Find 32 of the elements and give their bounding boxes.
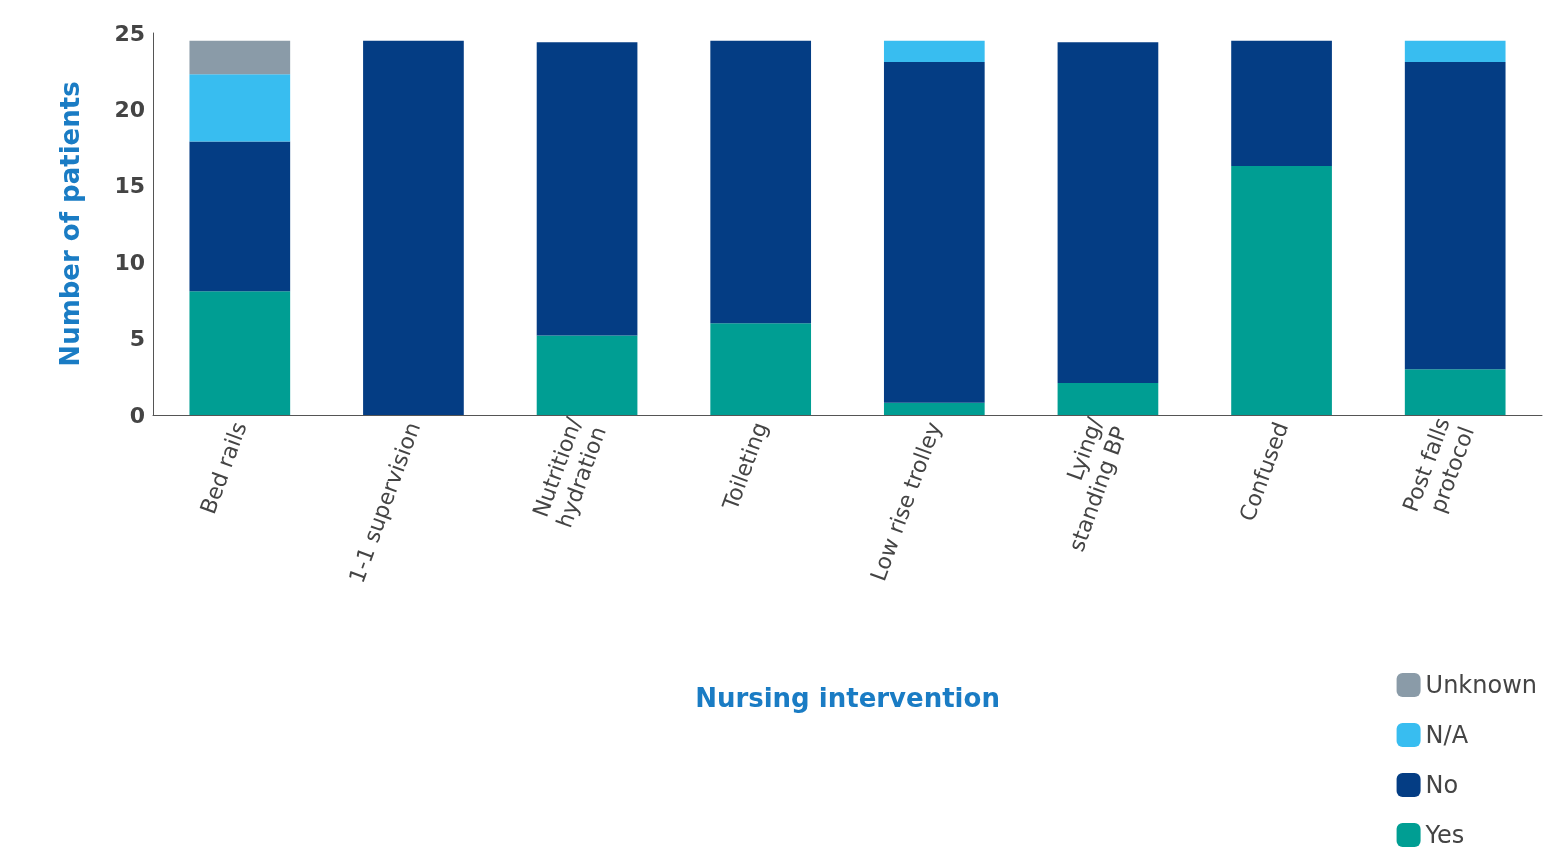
- y-axis-title: Number of patients: [55, 81, 85, 367]
- bar: [710, 40, 812, 324]
- bar: [883, 402, 985, 415]
- x-tick-label: Bed rails: [195, 418, 252, 518]
- bar: [883, 62, 985, 403]
- bar: [536, 335, 638, 415]
- bar: [189, 40, 291, 75]
- bar: [1404, 40, 1506, 63]
- legend-label: Yes: [1424, 821, 1465, 849]
- y-tick-label: 20: [114, 96, 145, 122]
- bar: [536, 42, 638, 336]
- bar: [1057, 42, 1159, 383]
- bar: [189, 291, 291, 415]
- bar: [1231, 40, 1332, 166]
- bar: [1404, 62, 1506, 370]
- y-tick-label: 5: [129, 326, 145, 352]
- bar: [189, 141, 291, 292]
- bar: [883, 40, 985, 63]
- x-axis-title: Nursing intervention: [695, 683, 1000, 713]
- y-tick-label: 0: [129, 402, 145, 428]
- legend-label: Unknown: [1425, 671, 1538, 699]
- bar: [1231, 165, 1332, 415]
- bar: [710, 323, 812, 415]
- legend-label: No: [1425, 771, 1459, 799]
- y-tick-label: 10: [114, 249, 145, 275]
- legend-label: N/A: [1425, 721, 1469, 749]
- y-tick-label: 15: [114, 173, 145, 199]
- bar: [1057, 382, 1159, 415]
- y-tick-label: 25: [114, 20, 145, 46]
- bar: [363, 40, 464, 415]
- bar: [189, 74, 291, 142]
- bar: [1404, 369, 1506, 415]
